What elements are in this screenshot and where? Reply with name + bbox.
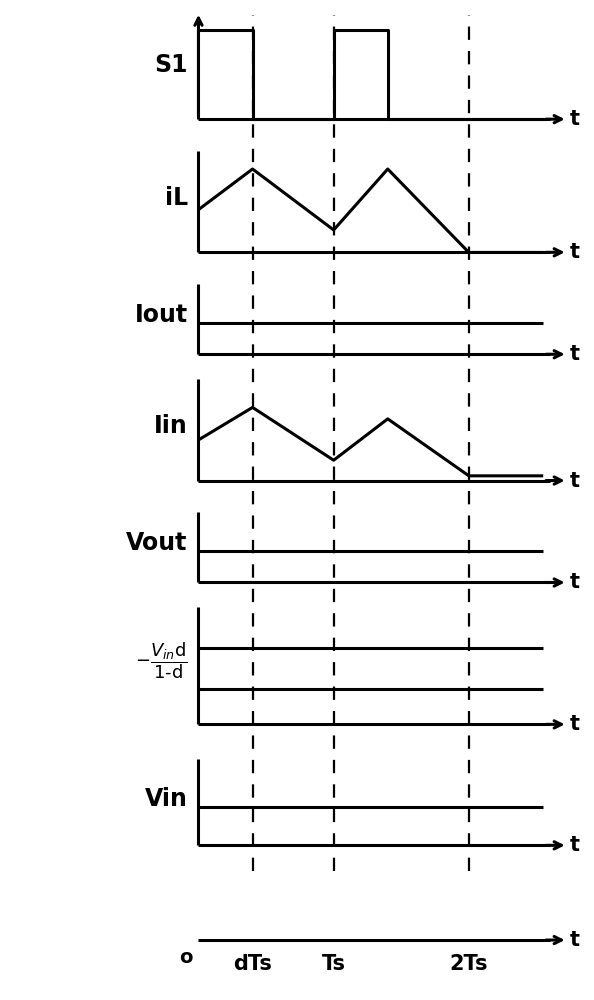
Text: Vin: Vin — [145, 787, 188, 811]
Text: t: t — [570, 572, 580, 592]
Text: t: t — [570, 930, 580, 950]
Text: S1: S1 — [154, 53, 188, 77]
Text: t: t — [570, 242, 580, 262]
Text: dTs: dTs — [233, 954, 272, 974]
Text: Iin: Iin — [154, 414, 188, 438]
Text: Iout: Iout — [134, 303, 188, 327]
Text: t: t — [570, 835, 580, 855]
Text: t: t — [570, 109, 580, 129]
Text: t: t — [570, 344, 580, 364]
Text: Vout: Vout — [127, 531, 188, 555]
Text: t: t — [570, 471, 580, 491]
Text: t: t — [570, 714, 580, 734]
Text: $-\dfrac{V_{in}\rm{d}}{1\text{-d}}$: $-\dfrac{V_{in}\rm{d}}{1\text{-d}}$ — [135, 640, 188, 681]
Text: o: o — [179, 948, 193, 967]
Text: Ts: Ts — [322, 954, 346, 974]
Text: 2Ts: 2Ts — [450, 954, 488, 974]
Text: iL: iL — [165, 186, 188, 210]
